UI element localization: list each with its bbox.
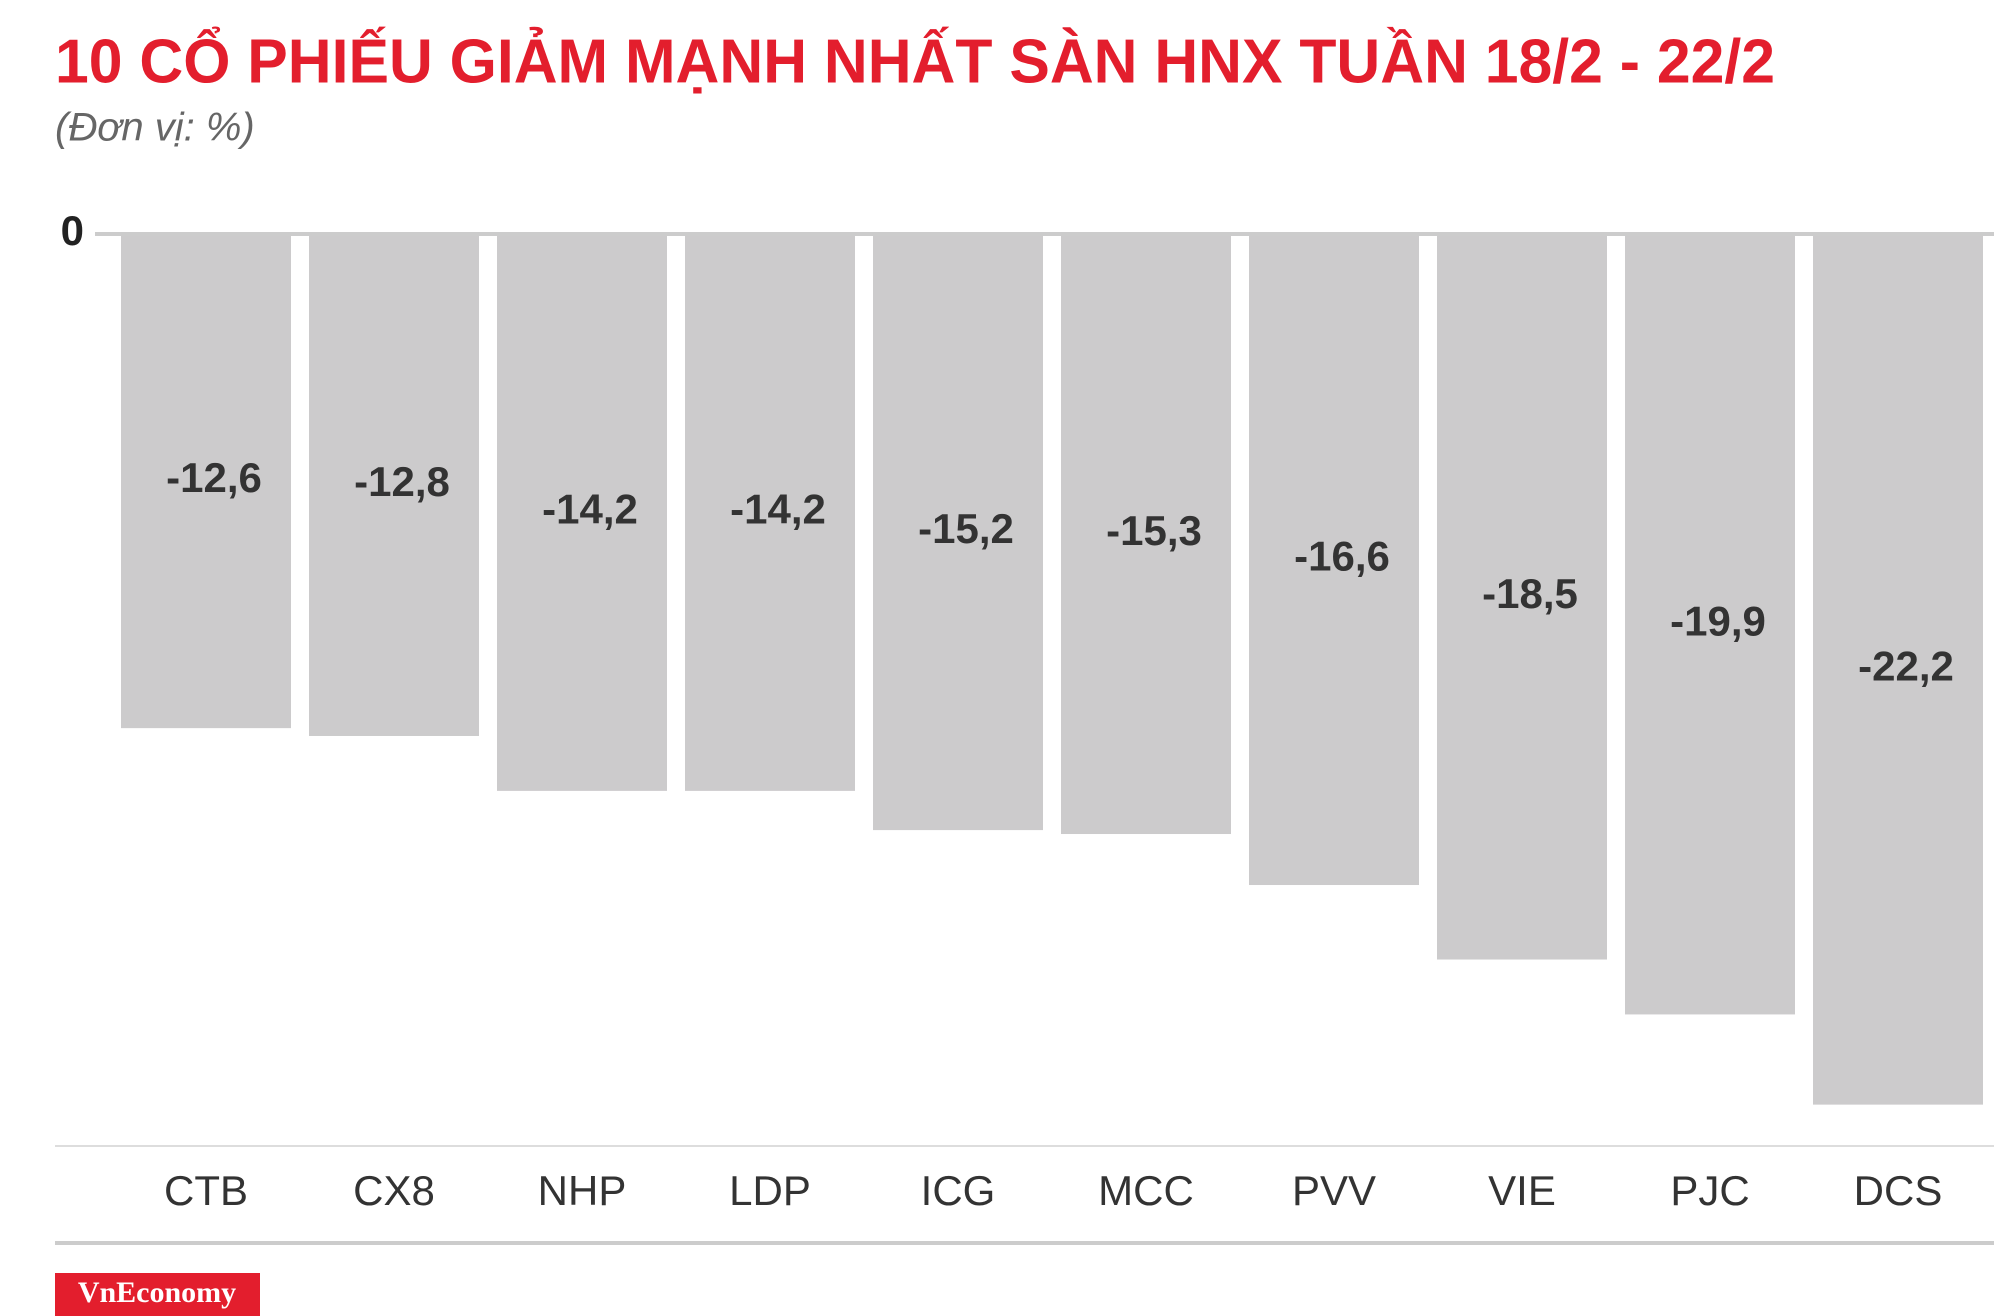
value-label: -15,2 xyxy=(918,505,1014,552)
bar xyxy=(121,234,291,729)
x-tick-label: VIE xyxy=(1488,1167,1556,1214)
x-tick-label: ICG xyxy=(921,1167,996,1214)
x-tick-label: LDP xyxy=(729,1167,811,1214)
x-tick-label: NHP xyxy=(538,1167,627,1214)
value-label: -16,6 xyxy=(1294,533,1390,580)
x-tick-label: CX8 xyxy=(353,1167,435,1214)
logo: VnEconomy xyxy=(78,1276,236,1309)
x-tick-label: PJC xyxy=(1670,1167,1749,1214)
bar xyxy=(1061,234,1231,835)
value-label: -19,9 xyxy=(1670,597,1766,644)
bar xyxy=(1813,234,1983,1105)
bar xyxy=(685,234,855,791)
y-tick-label: 0 xyxy=(61,207,84,254)
bar xyxy=(309,234,479,736)
value-label: -12,8 xyxy=(354,458,450,505)
bar xyxy=(873,234,1043,831)
x-tick-label: PVV xyxy=(1292,1167,1376,1214)
bar xyxy=(1249,234,1419,886)
chart-title: 10 CỔ PHIẾU GIẢM MẠNH NHẤT SÀN HNX TUẦN … xyxy=(55,26,1775,96)
value-label: -12,6 xyxy=(166,454,262,501)
x-tick-label: MCC xyxy=(1098,1167,1194,1214)
value-label: -15,3 xyxy=(1106,507,1202,554)
chart-subtitle: (Đơn vị: %) xyxy=(55,106,255,150)
bar xyxy=(1625,234,1795,1015)
value-label: -22,2 xyxy=(1858,642,1954,689)
x-tick-label: DCS xyxy=(1854,1167,1943,1214)
x-tick-label: CTB xyxy=(164,1167,248,1214)
logo-box xyxy=(55,1273,260,1316)
bar xyxy=(1437,234,1607,960)
value-label: -14,2 xyxy=(730,486,826,533)
bar xyxy=(497,234,667,791)
value-label: -14,2 xyxy=(542,486,638,533)
value-label: -18,5 xyxy=(1482,570,1578,617)
